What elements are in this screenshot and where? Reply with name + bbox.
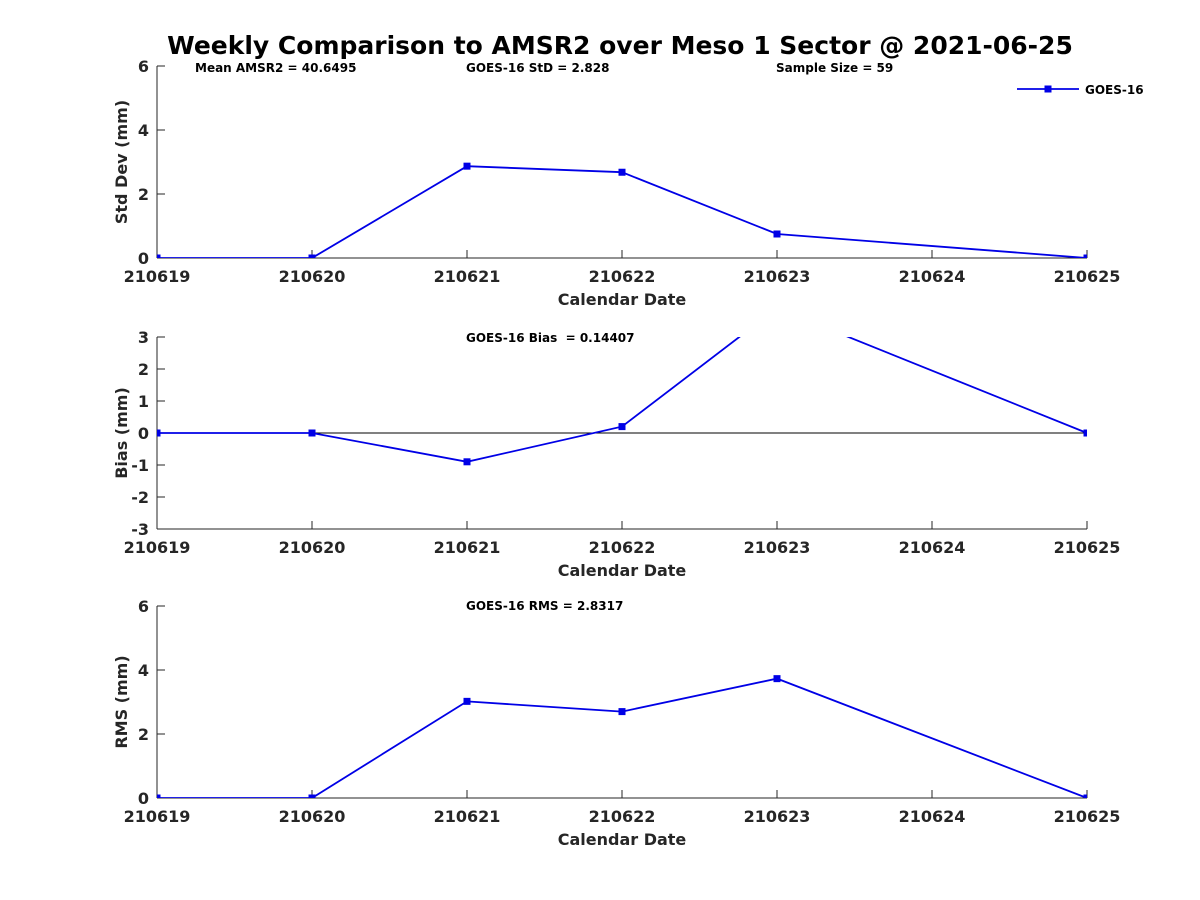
rms-data-point-3 [618, 708, 626, 716]
bias-x-tick-label: 210622 [589, 538, 656, 557]
std-data-point-2 [463, 162, 471, 170]
bias-data-point-3 [618, 423, 626, 431]
rms-x-tick-label: 210619 [124, 807, 191, 826]
legend: GOES-16 [1017, 83, 1144, 97]
bias-y-tick-label: -3 [131, 520, 149, 539]
bias-panel: -3 -2 -1 0 1 2 3 210619 210620 210621 210622 210623… [112, 305, 1121, 580]
std-annotation: GOES-16 StD = 2.828 [466, 61, 609, 75]
std-y-tick-label: 6 [138, 57, 149, 76]
rms-x-tick-label: 210620 [279, 807, 346, 826]
std-annotation: Sample Size = 59 [776, 61, 893, 75]
rms-x-tick-label: 210623 [744, 807, 811, 826]
bias-data-point-0 [157, 429, 161, 437]
rms-series-line [157, 677, 1087, 798]
bias-y-axis-label: Bias (mm) [112, 387, 131, 479]
bias-y-tick-label: 0 [138, 424, 149, 443]
bias-data-point-2 [463, 458, 471, 466]
bias-x-tick-label: 210621 [434, 538, 501, 557]
std-data-point-5 [1083, 254, 1087, 258]
rms-y-axis-label: RMS (mm) [112, 655, 131, 748]
std-x-tick-label: 210622 [589, 267, 656, 286]
std-x-tick-label: 210625 [1054, 267, 1121, 286]
rms-x-tick-label: 210624 [899, 807, 966, 826]
rms-y-tick-label: 0 [138, 789, 149, 808]
rms-data-point-5 [1083, 794, 1087, 798]
bias-data-point-4 [774, 305, 781, 312]
rms-data-point-0 [157, 794, 161, 798]
legend-label: GOES-16 [1085, 83, 1144, 97]
bias-y-tick-label: 3 [138, 328, 149, 347]
rms-data-point-1 [308, 794, 316, 798]
std-series-line [157, 165, 1087, 258]
bias-annotation: GOES-16 Bias = 0.14407 [466, 331, 635, 345]
bias-y-tick-label: 1 [138, 392, 149, 411]
bias-x-tick-label: 210625 [1054, 538, 1121, 557]
std-data-point-0 [157, 254, 161, 258]
rms-x-axis-label: Calendar Date [558, 830, 687, 849]
std-y-axis-label: Std Dev (mm) [112, 100, 131, 224]
bias-x-tick-label: 210619 [124, 538, 191, 557]
bias-x-tick-label: 210624 [899, 538, 966, 557]
rms-x-tick-label: 210621 [434, 807, 501, 826]
std-x-axis-label: Calendar Date [558, 290, 687, 309]
bias-data-point-1 [308, 429, 316, 437]
rms-series-0 [157, 675, 1087, 798]
rms-panel: 0 2 4 6 210619 210620 210621 210622 210623 210624… [112, 597, 1120, 849]
std-x-tick-label: 210623 [744, 267, 811, 286]
bias-series-0 [157, 305, 1087, 466]
bias-y-tick-label: -1 [131, 456, 149, 475]
bias-series-line [157, 337, 1087, 463]
bias-x-tick-label: 210620 [279, 538, 346, 557]
rms-data-point-4 [773, 675, 781, 683]
bias-data-point-5 [1083, 429, 1087, 437]
std-annotation: Mean AMSR2 = 40.6495 [195, 61, 356, 75]
rms-annotation: GOES-16 RMS = 2.8317 [466, 599, 623, 613]
std-x-tick-label: 210624 [899, 267, 966, 286]
bias-y-tick-label: -2 [131, 488, 149, 507]
figure-title: Weekly Comparison to AMSR2 over Meso 1 S… [167, 31, 1073, 60]
std-y-tick-label: 2 [138, 185, 149, 204]
bias-x-axis-label: Calendar Date [558, 561, 687, 580]
std-y-tick-label: 0 [138, 249, 149, 268]
std-y-tick-label: 4 [138, 121, 149, 140]
std-x-tick-label: 210621 [434, 267, 501, 286]
rms-y-tick-label: 2 [138, 725, 149, 744]
rms-x-tick-label: 210622 [589, 807, 656, 826]
legend-swatch-marker [1044, 85, 1052, 93]
rms-data-point-2 [463, 697, 471, 705]
std-x-tick-label: 210619 [124, 267, 191, 286]
std-panel: 0 2 4 6 210619 210620 210621 210622 210623 210624… [112, 57, 1144, 309]
std-data-point-4 [773, 230, 781, 238]
std-x-tick-label: 210620 [279, 267, 346, 286]
std-series-0 [157, 162, 1087, 258]
bias-x-tick-label: 210623 [744, 538, 811, 557]
rms-y-tick-label: 6 [138, 597, 149, 616]
std-data-point-1 [308, 254, 316, 258]
rms-y-tick-label: 4 [138, 661, 149, 680]
rms-x-tick-label: 210625 [1054, 807, 1121, 826]
bias-y-tick-label: 2 [138, 360, 149, 379]
std-data-point-3 [618, 168, 626, 176]
